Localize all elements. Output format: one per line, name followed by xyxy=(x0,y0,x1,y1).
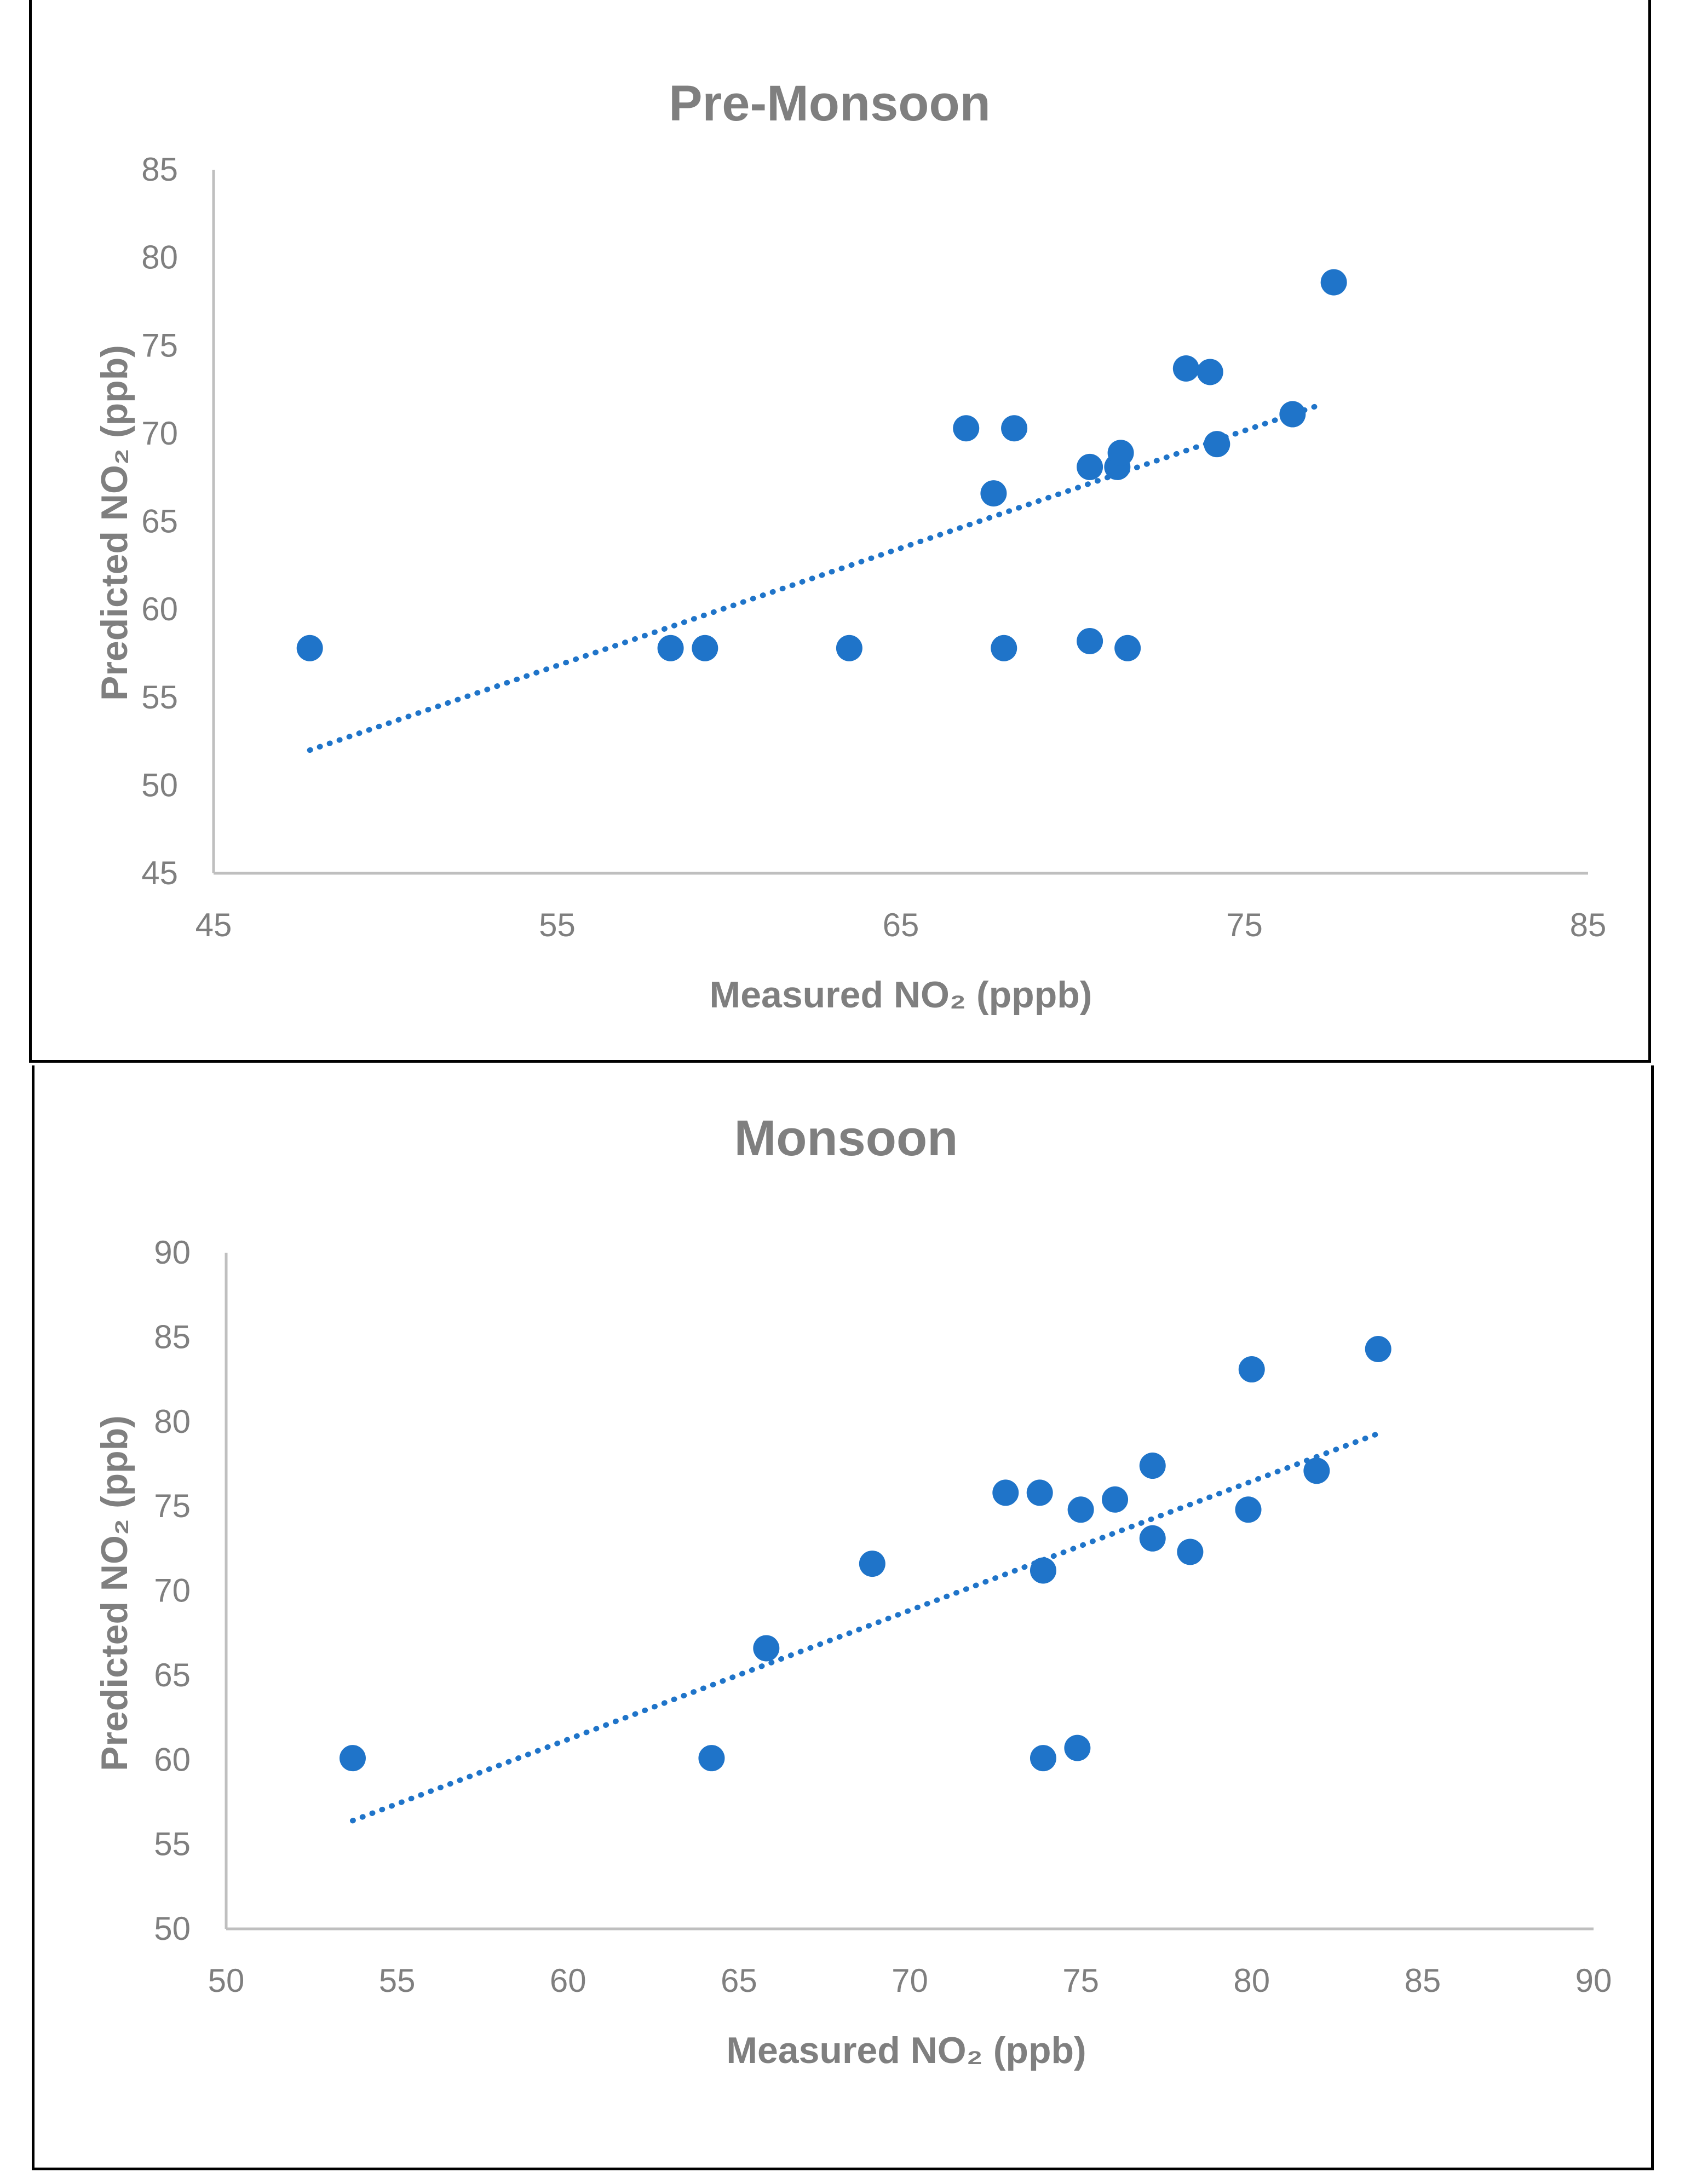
data-point xyxy=(1279,401,1306,428)
data-point xyxy=(1320,269,1347,296)
y-tick-label: 60 xyxy=(154,1741,191,1778)
data-point xyxy=(980,480,1007,507)
data-point xyxy=(953,415,980,442)
data-point xyxy=(1107,440,1134,466)
x-tick-label: 50 xyxy=(208,1962,245,1999)
data-point xyxy=(991,635,1017,661)
data-point xyxy=(1177,1538,1204,1565)
y-tick-label: 75 xyxy=(154,1488,191,1524)
y-tick-label: 65 xyxy=(154,1657,191,1693)
y-tick-label: 45 xyxy=(141,855,178,891)
y-tick-label: 85 xyxy=(141,151,178,188)
trendline xyxy=(307,401,1326,753)
x-tick-labels: 45 55 65 75 85 xyxy=(195,907,1607,943)
pre-monsoon-panel xyxy=(29,0,1651,1063)
data-point xyxy=(692,635,718,661)
data-point xyxy=(859,1551,885,1577)
data-point xyxy=(1365,1335,1391,1362)
data-point xyxy=(698,1745,725,1772)
x-tick-label: 65 xyxy=(883,907,919,943)
pre-monsoon-chart: Pre-Monsoon 45 50 55 60 65 70 75 80 85 45 55 65 75 8… xyxy=(94,76,1606,1016)
monsoon-panel xyxy=(32,1065,1654,2170)
data-point xyxy=(1030,1745,1056,1772)
x-tick-label: 90 xyxy=(1575,1962,1612,1999)
x-tick-label: 55 xyxy=(379,1962,416,1999)
data-point xyxy=(1139,1525,1166,1552)
data-point xyxy=(1026,1479,1053,1506)
x-axis-title: Measured NO₂ (ppb) xyxy=(726,2030,1086,2071)
data-point xyxy=(1114,635,1141,661)
y-tick-label: 80 xyxy=(141,239,178,276)
data-point xyxy=(1064,1734,1091,1761)
data-point xyxy=(657,635,684,661)
data-point xyxy=(1197,359,1223,385)
y-tick-label: 55 xyxy=(141,679,178,716)
y-axis-title: Predicted NO₂ (ppb) xyxy=(94,345,135,701)
chart-title: Pre-Monsoon xyxy=(669,76,991,131)
y-tick-label: 90 xyxy=(154,1234,191,1271)
x-tick-label: 75 xyxy=(1226,907,1263,943)
chart-title: Monsoon xyxy=(734,1110,958,1166)
y-tick-label: 70 xyxy=(154,1572,191,1609)
data-points xyxy=(296,269,1347,661)
y-tick-labels: 45 50 55 60 65 70 75 80 85 xyxy=(141,151,178,891)
y-tick-label: 50 xyxy=(141,767,178,803)
y-tick-label: 80 xyxy=(154,1403,191,1440)
y-tick-label: 85 xyxy=(154,1318,191,1355)
data-point xyxy=(1030,1557,1056,1584)
y-tick-label: 50 xyxy=(154,1910,191,1947)
data-point xyxy=(1235,1496,1262,1523)
data-point xyxy=(296,635,323,661)
data-point xyxy=(1077,627,1103,654)
data-point xyxy=(992,1479,1019,1506)
data-point xyxy=(339,1745,366,1772)
data-point xyxy=(1238,1356,1265,1383)
x-tick-label: 80 xyxy=(1233,1962,1270,1999)
x-tick-label: 60 xyxy=(550,1962,586,1999)
x-tick-labels: 50 55 60 65 70 75 80 85 90 xyxy=(208,1962,1612,1999)
data-points xyxy=(339,1335,1391,1772)
x-tick-label: 75 xyxy=(1062,1962,1099,1999)
data-point xyxy=(1077,453,1103,480)
y-tick-label: 70 xyxy=(141,415,178,452)
data-point xyxy=(1303,1457,1330,1484)
data-point xyxy=(836,635,862,661)
data-point xyxy=(1172,355,1199,382)
x-tick-label: 65 xyxy=(721,1962,757,1999)
y-tick-label: 65 xyxy=(141,503,178,540)
data-point xyxy=(1001,415,1028,442)
data-point xyxy=(1102,1486,1129,1513)
data-point xyxy=(1204,431,1230,458)
y-tick-label: 60 xyxy=(141,591,178,627)
data-point xyxy=(1139,1453,1166,1479)
x-axis-title: Measured NO₂ (pppb) xyxy=(710,974,1092,1016)
y-tick-label: 75 xyxy=(141,327,178,364)
y-tick-label: 55 xyxy=(154,1826,191,1863)
x-tick-label: 55 xyxy=(539,907,576,943)
y-tick-labels: 50 55 60 65 70 75 80 85 90 xyxy=(154,1234,191,1947)
monsoon-chart: Monsoon 50 55 60 65 70 75 80 85 90 50 55 60 65 70 75 8… xyxy=(94,1110,1612,2071)
x-tick-label: 45 xyxy=(195,907,232,943)
trendline xyxy=(349,1431,1381,1824)
x-tick-label: 85 xyxy=(1570,907,1607,943)
y-axis-title: Predicted NO₂ (ppb) xyxy=(94,1415,135,1771)
data-point xyxy=(753,1635,780,1662)
x-tick-label: 70 xyxy=(892,1962,928,1999)
data-point xyxy=(1067,1496,1094,1523)
x-tick-label: 85 xyxy=(1405,1962,1441,1999)
